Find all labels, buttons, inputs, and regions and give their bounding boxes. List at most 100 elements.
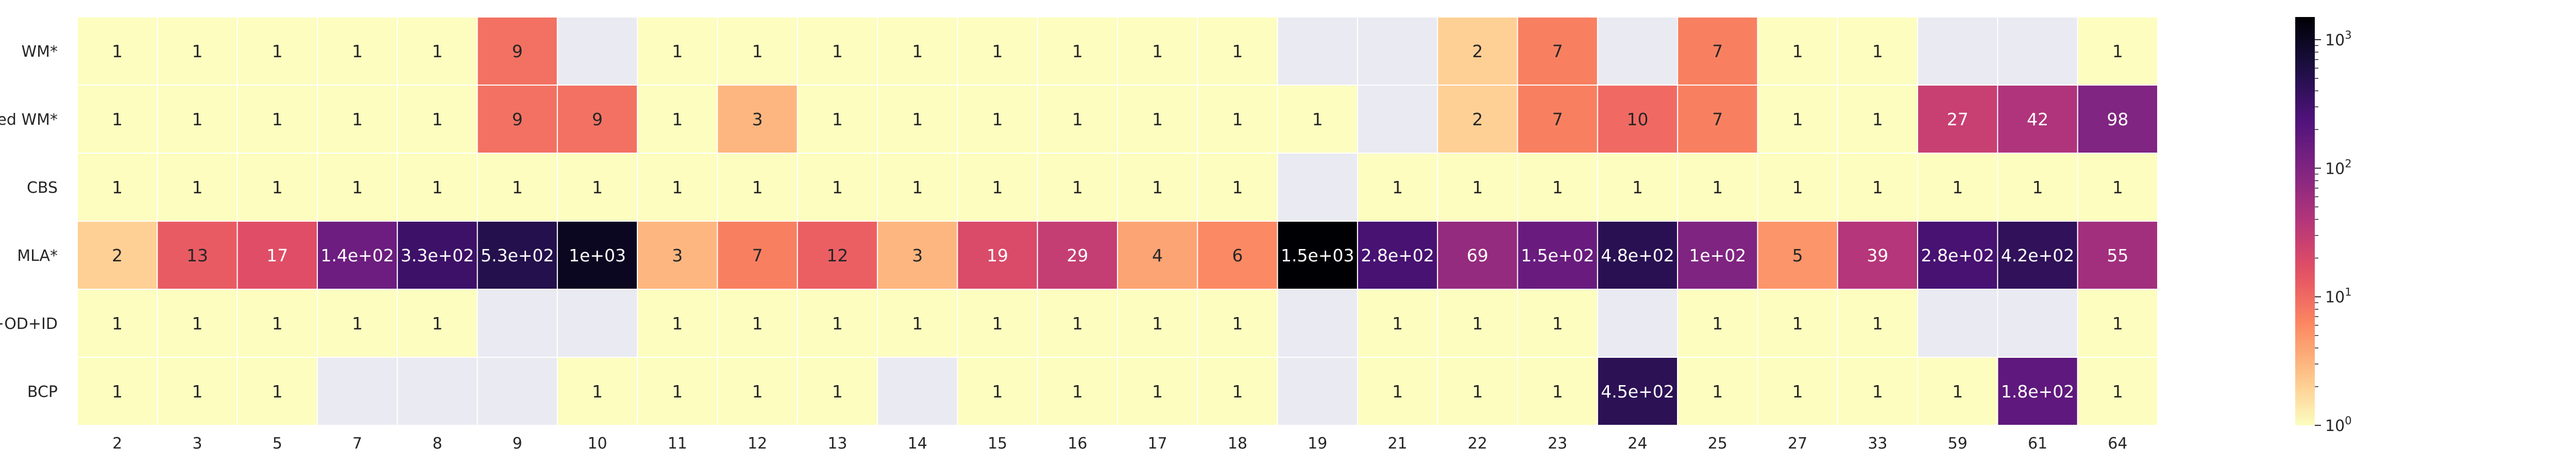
cell-value-label: 1 xyxy=(672,177,683,197)
heatmap-cell xyxy=(796,357,878,426)
cell-value-label: 1 xyxy=(672,109,683,129)
heatmap-cell xyxy=(957,221,1038,290)
x-axis-ticks: 2 3 5 7 8 9 10 11 12 13 14 15 16 17 18 19 21 22 23 24 25 27 33… xyxy=(112,435,2127,453)
heatmap-cell xyxy=(556,16,638,86)
heatmap-cell xyxy=(316,153,398,222)
x-tick-label: 15 xyxy=(988,435,1007,453)
heatmap-cell xyxy=(2077,289,2159,358)
x-tick-label: 23 xyxy=(1548,435,1567,453)
heatmap-cell xyxy=(1917,153,1998,222)
x-tick-label: 7 xyxy=(352,435,362,453)
heatmap-cell xyxy=(1277,153,1358,222)
cell-value-label: 1 xyxy=(352,177,363,197)
cell-value-label: 1 xyxy=(1712,382,1723,402)
heatmap-cell xyxy=(1357,16,1438,86)
x-tick-label: 59 xyxy=(1948,435,1968,453)
y-tick-label: BCP xyxy=(27,383,58,401)
cell-value-label: 1 xyxy=(1792,177,1803,197)
heatmap-cell xyxy=(796,289,878,358)
heatmap-cell xyxy=(1677,221,1758,290)
x-tick-label: 3 xyxy=(192,435,202,453)
cell-value-label: 1 xyxy=(752,313,763,334)
cell-value-label: 1 xyxy=(752,41,763,61)
heatmap-cell xyxy=(1037,221,1118,290)
x-tick-label: 25 xyxy=(1708,435,1727,453)
heatmap-cell xyxy=(316,221,398,290)
cell-value-label: 1 xyxy=(832,382,843,402)
cell-value-label: 1 xyxy=(432,313,443,334)
cell-value-label: 4.5e+02 xyxy=(1601,382,1674,402)
x-tick-label: 9 xyxy=(513,435,522,453)
cell-value-label: 1 xyxy=(1392,313,1403,334)
cell-value-label: 1 xyxy=(1152,177,1163,197)
cell-value-label: 1 xyxy=(192,382,202,402)
heatmap-cell xyxy=(2077,85,2159,154)
cell-value-label: 9 xyxy=(592,109,603,129)
cell-value-label: 1 xyxy=(1312,109,1323,129)
heatmap-cell xyxy=(1357,85,1438,154)
heatmap-cell xyxy=(957,357,1038,426)
x-tick-label: 5 xyxy=(273,435,282,453)
cell-value-label: 4 xyxy=(1152,245,1163,266)
cell-value-label: 1 xyxy=(1792,109,1803,129)
x-tick-label: 19 xyxy=(1308,435,1327,453)
heatmap-cell xyxy=(1837,357,1919,426)
cell-value-label: 1 xyxy=(1952,177,1963,197)
heatmap-cell xyxy=(477,289,558,358)
heatmap-cell xyxy=(1997,153,2078,222)
heatmap-cell xyxy=(1117,221,1198,290)
cell-value-label: 1 xyxy=(912,41,923,61)
x-tick-label: 8 xyxy=(432,435,442,453)
colorbar-tick-label: 103 xyxy=(2325,29,2352,49)
cell-value-label: 1 xyxy=(1872,382,1883,402)
heatmap-cell xyxy=(1597,153,1679,222)
heatmap-cell xyxy=(1437,357,1518,426)
cell-value-label: 1 xyxy=(1072,109,1083,129)
heatmap-cell xyxy=(637,357,718,426)
cell-value-label: 1 xyxy=(1072,41,1083,61)
cell-value-label: 1 xyxy=(1392,382,1403,402)
cell-value-label: 1 xyxy=(1952,382,1963,402)
heatmap-cell xyxy=(157,289,238,358)
cell-value-label: 3.3e+02 xyxy=(401,245,474,266)
heatmap-cell xyxy=(717,85,798,154)
x-tick-label: 27 xyxy=(1788,435,1807,453)
cell-value-label: 7 xyxy=(1712,109,1723,129)
cell-value-label: 1 xyxy=(672,41,683,61)
y-tick-label: WM* xyxy=(21,43,58,61)
heatmap-cell xyxy=(556,357,638,426)
heatmap-cell xyxy=(397,85,478,154)
cell-value-label: 1 xyxy=(832,177,843,197)
heatmap-cell xyxy=(877,153,958,222)
x-tick-label: 2 xyxy=(112,435,122,453)
cell-value-label: 1 xyxy=(992,109,1003,129)
heatmap-cell xyxy=(1117,153,1198,222)
cell-value-label: 1.8e+02 xyxy=(2001,382,2074,402)
cell-value-label: 2.8e+02 xyxy=(1361,245,1434,266)
heatmap-cell xyxy=(1917,289,1998,358)
cell-value-label: 29 xyxy=(1066,245,1088,266)
heatmap-cell xyxy=(1517,289,1598,358)
heatmap-cell xyxy=(717,153,798,222)
heatmap-cell xyxy=(1357,153,1438,222)
x-tick-label: 22 xyxy=(1468,435,1487,453)
heatmap-cell xyxy=(1677,85,1758,154)
cell-value-label: 1 xyxy=(2112,41,2123,61)
heatmap-cell xyxy=(1277,357,1358,426)
x-tick-label: 16 xyxy=(1067,435,1087,453)
cell-value-label: 1 xyxy=(432,109,443,129)
cell-value-label: 1 xyxy=(832,313,843,334)
cell-value-label: 1 xyxy=(1392,177,1403,197)
heatmap-cell xyxy=(717,289,798,358)
cell-value-label: 1.4e+02 xyxy=(320,245,394,266)
heatmap-cell xyxy=(1197,16,1278,86)
cell-value-label: 2.8e+02 xyxy=(1921,245,1994,266)
cell-value-label: 1 xyxy=(1792,41,1803,61)
cell-value-label: 98 xyxy=(2107,109,2128,129)
heatmap-cell xyxy=(877,357,958,426)
heatmap-cell xyxy=(877,221,958,290)
cell-value-label: 1 xyxy=(1872,313,1883,334)
cell-value-label: 1 xyxy=(1232,313,1243,334)
cell-value-label: 1 xyxy=(1472,382,1483,402)
cell-value-label: 1 xyxy=(1552,313,1563,334)
